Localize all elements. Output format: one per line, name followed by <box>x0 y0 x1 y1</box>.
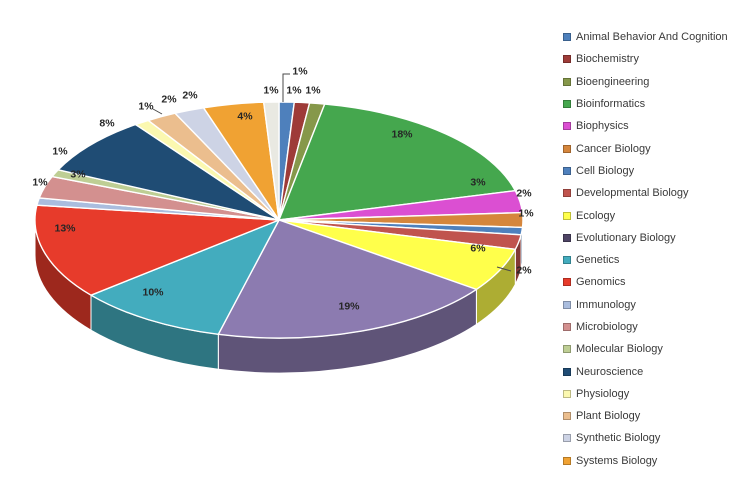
data-label-bioengineering: 1% <box>305 85 321 97</box>
legend-item-biophysics: Biophysics <box>563 115 731 137</box>
legend-item-evolutionary-biology: Evolutionary Biology <box>563 227 731 249</box>
data-label-bioinformatics: 18% <box>391 129 413 141</box>
legend-label-systems-biology: Systems Biology <box>576 454 658 467</box>
data-label-animal-behavior-and-cognition: 1% <box>292 66 308 78</box>
legend-label-molecular-biology: Molecular Biology <box>576 343 663 356</box>
legend-swatch-physiology <box>563 389 571 398</box>
legend-item-biochemistry: Biochemistry <box>563 48 731 70</box>
legend-label-animal-behavior-and-cognition: Animal Behavior And Cognition <box>576 31 728 44</box>
legend-swatch-biochemistry <box>563 55 571 64</box>
legend-item-animal-behavior-and-cognition: Animal Behavior And Cognition <box>563 26 731 48</box>
legend-label-physiology: Physiology <box>576 387 630 400</box>
legend-swatch-genetics <box>563 256 571 265</box>
legend-item-physiology: Physiology <box>563 383 731 405</box>
legend-label-immunology: Immunology <box>576 298 636 311</box>
legend-label-bioengineering: Bioengineering <box>576 75 650 88</box>
data-label-biochemistry: 1% <box>286 85 302 97</box>
legend-label-genetics: Genetics <box>576 254 620 267</box>
pie-slice-genomics <box>34 204 280 296</box>
data-label-microbiology: 3% <box>70 169 86 181</box>
legend-item-immunology: Immunology <box>563 294 731 316</box>
data-label-unlisted: 1% <box>263 85 279 97</box>
data-label-developmental-biology: 2% <box>516 265 532 277</box>
legend-label-microbiology: Microbiology <box>576 321 638 333</box>
pie-slice-neuroscience <box>57 123 280 221</box>
legend-item-neuroscience: Neuroscience <box>563 360 731 382</box>
legend-label-neuroscience: Neuroscience <box>576 365 644 378</box>
legend-swatch-ecology <box>563 211 571 220</box>
legend-swatch-microbiology <box>563 323 571 331</box>
legend-label-genomics: Genomics <box>576 276 626 289</box>
legend-label-bioinformatics: Bioinformatics <box>576 98 646 111</box>
legend-label-biophysics: Biophysics <box>576 120 629 133</box>
data-label-biophysics: 3% <box>470 177 486 189</box>
legend-swatch-bioinformatics <box>563 100 571 109</box>
pie-slice-unlisted <box>263 101 280 221</box>
legend-item-systems-biology: Systems Biology <box>563 450 731 472</box>
legend-item-ecology: Ecology <box>563 204 731 226</box>
legend-swatch-bioengineering <box>563 77 571 86</box>
legend-label-biochemistry: Biochemistry <box>576 53 639 66</box>
legend-item-bioinformatics: Bioinformatics <box>563 93 731 115</box>
legend-item-genomics: Genomics <box>563 271 731 293</box>
data-label-physiology: 1% <box>138 101 154 113</box>
legend-label-cell-biology: Cell Biology <box>576 164 635 177</box>
legend-label-plant-biology: Plant Biology <box>576 410 641 423</box>
data-label-synthetic-biology: 2% <box>182 90 198 102</box>
legend-item-bioengineering: Bioengineering <box>563 71 731 93</box>
legend-label-ecology: Ecology <box>576 209 616 222</box>
data-label-neuroscience: 8% <box>99 118 115 130</box>
legend-swatch-evolutionary-biology <box>563 233 571 242</box>
leader-line-animal-behavior-and-cognition <box>282 73 290 102</box>
legend-swatch-molecular-biology <box>563 345 571 354</box>
legend-swatch-biophysics <box>563 122 571 131</box>
legend-swatch-neuroscience <box>563 367 571 376</box>
legend-swatch-plant-biology <box>563 412 571 421</box>
legend-item-genetics: Genetics <box>563 249 731 271</box>
legend-swatch-cell-biology <box>563 166 571 175</box>
leader-line-developmental-biology <box>496 266 512 272</box>
data-label-evolutionary-biology: 19% <box>338 301 360 313</box>
legend-item-microbiology: Microbiology <box>563 316 731 338</box>
legend-swatch-developmental-biology <box>563 189 571 198</box>
data-label-immunology: 1% <box>32 177 48 189</box>
data-label-genetics: 10% <box>142 287 164 299</box>
legend-swatch-cancer-biology <box>563 144 571 153</box>
legend-label-cancer-biology: Cancer Biology <box>576 142 651 155</box>
leader-line-physiology <box>152 108 163 115</box>
data-label-plant-biology: 2% <box>161 94 177 106</box>
data-label-systems-biology: 4% <box>237 111 253 123</box>
data-label-genomics: 13% <box>54 223 76 235</box>
data-label-cancer-biology: 2% <box>516 188 532 200</box>
legend-label-evolutionary-biology: Evolutionary Biology <box>576 231 676 244</box>
legend-item-molecular-biology: Molecular Biology <box>563 338 731 360</box>
pie-slice-genetics <box>90 219 280 335</box>
pie-slice-bioinformatics <box>278 103 516 221</box>
legend-item-synthetic-biology: Synthetic Biology <box>563 427 731 449</box>
legend-item-cancer-biology: Cancer Biology <box>563 137 731 159</box>
legend-swatch-immunology <box>563 300 571 309</box>
pie-slice-evolutionary-biology <box>217 219 478 339</box>
legend-label-developmental-biology: Developmental Biology <box>576 187 689 200</box>
legend-swatch-animal-behavior-and-cognition <box>563 33 571 42</box>
data-label-ecology: 6% <box>470 243 486 255</box>
data-label-cell-biology: 1% <box>518 208 534 220</box>
data-label-molecular-biology: 1% <box>52 146 68 158</box>
chart-legend: Animal Behavior And Cognition Biochemistr… <box>563 26 731 472</box>
legend-swatch-systems-biology <box>563 456 571 465</box>
legend-swatch-genomics <box>563 278 571 287</box>
legend-item-plant-biology: Plant Biology <box>563 405 731 427</box>
legend-item-cell-biology: Cell Biology <box>563 160 731 182</box>
legend-item-developmental-biology: Developmental Biology <box>563 182 731 204</box>
legend-swatch-synthetic-biology <box>563 434 571 443</box>
legend-label-synthetic-biology: Synthetic Biology <box>576 432 661 445</box>
